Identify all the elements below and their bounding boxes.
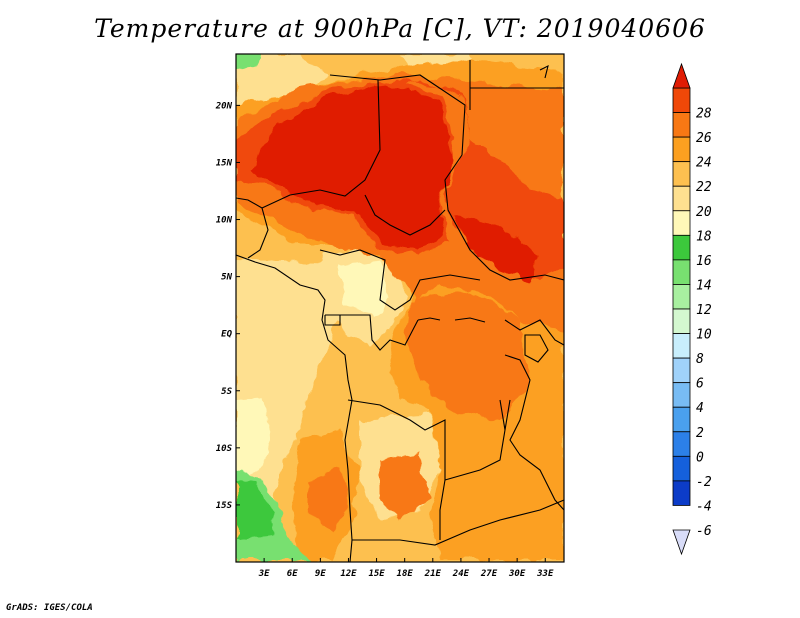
colorbar-label: 14 <box>696 278 712 293</box>
colorbar-swatch <box>672 333 691 359</box>
colorbar-label: 22 <box>696 180 712 195</box>
y-tick-label: 10N <box>216 216 233 226</box>
colorbar-swatch <box>672 455 691 482</box>
x-tick-label: 6E <box>287 569 298 579</box>
x-tick-label: 18E <box>397 569 414 579</box>
x-tick-label: 21E <box>424 569 442 579</box>
colorbar-swatch <box>672 210 691 236</box>
colorbar-swatch <box>672 161 691 187</box>
country-boundaries <box>236 60 564 562</box>
colorbar-swatch <box>672 431 691 457</box>
x-tick-label: 15E <box>368 569 385 579</box>
colorbar-label: -4 <box>696 499 712 514</box>
colorbar-label: 10 <box>696 328 712 343</box>
colorbar-label: 28 <box>696 107 712 122</box>
colorbar-swatch <box>672 87 691 113</box>
map-title: Temperature at 900hPa [C], VT: 201904060… <box>94 14 706 43</box>
x-tick-label: 24E <box>452 569 470 579</box>
colorbar-label: 16 <box>696 254 712 269</box>
y-tick-label: 10S <box>216 444 233 454</box>
colorbar-swatch <box>672 136 691 163</box>
y-tick-label: 5N <box>221 273 232 283</box>
colorbar-label: 24 <box>696 156 712 171</box>
latitude-axis: 20N 15N 10N 5N EQ 5S 10S 15S <box>215 101 240 511</box>
x-tick-label: 27E <box>480 569 498 579</box>
colorbar-swatch <box>672 284 691 310</box>
colorbar-label: 4 <box>696 401 704 416</box>
colorbar-swatch <box>672 259 691 285</box>
colorbar-swatch <box>672 406 691 433</box>
y-tick-label: 20N <box>215 101 233 111</box>
temperature-field <box>236 54 564 562</box>
x-tick-label: 3E <box>258 569 270 579</box>
colorbar-label: 18 <box>696 229 712 244</box>
colorbar-label: 26 <box>696 131 712 146</box>
map-frame <box>235 53 565 563</box>
grads-credit: GrADS: IGES/COLA <box>6 603 93 613</box>
colorbar-swatch <box>672 112 691 138</box>
colorbar-under-arrow <box>672 529 691 556</box>
x-tick-label: 12E <box>340 569 357 579</box>
colorbar-swatch <box>672 308 691 334</box>
x-tick-label: 30E <box>508 569 526 579</box>
y-tick-label: 5S <box>221 387 232 397</box>
colorbar-label: -6 <box>696 524 712 539</box>
y-tick-label: 15S <box>216 501 233 511</box>
colorbar-swatch <box>672 480 691 506</box>
longitude-axis: 3E 6E 9E 12E 15E 18E 21E 24E 27E 30E 33E <box>258 558 554 579</box>
y-tick-label: 15N <box>216 158 233 168</box>
colorbar-swatch <box>672 357 691 384</box>
x-tick-label: 33E <box>536 569 554 579</box>
colorbar-label: 12 <box>696 303 712 318</box>
x-tick-label: 9E <box>315 569 326 579</box>
colorbar-swatch <box>672 234 691 261</box>
colorbar-label: 0 <box>696 450 704 465</box>
colorbar-swatch <box>672 185 691 212</box>
y-tick-label: EQ <box>221 330 232 340</box>
colorbar-label: 6 <box>696 377 704 392</box>
colorbar-label: 20 <box>696 205 712 220</box>
colorbar-label: 8 <box>696 352 704 367</box>
colorbar-label: 2 <box>696 426 704 441</box>
colorbar-label: -2 <box>696 475 712 490</box>
colorbar-over-arrow <box>672 62 691 89</box>
colorbar-swatch <box>672 382 691 408</box>
